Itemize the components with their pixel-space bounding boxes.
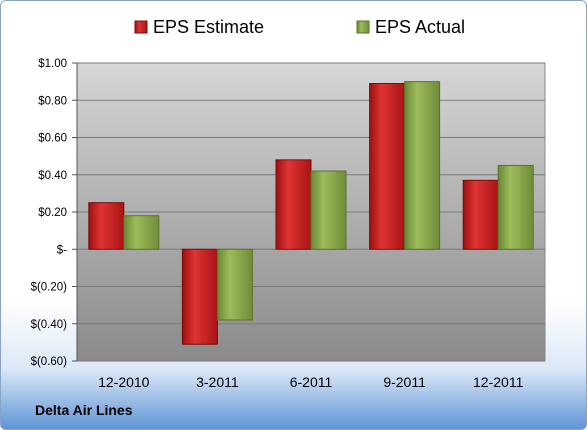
y-tick-label: $0.40 (38, 170, 67, 182)
x-category-label: 6-2011 (290, 374, 333, 390)
y-tick-label: $(0.60) (31, 356, 68, 368)
y-tick-label: $0.20 (38, 207, 67, 219)
y-tick-label: $1.00 (38, 58, 67, 70)
y-tick-label: $(0.20) (31, 282, 68, 294)
legend-swatch-estimate (134, 20, 148, 34)
bar-actual-9-2011 (404, 81, 441, 250)
y-tick-label: $0.80 (38, 95, 67, 107)
bar-actual-12-2010 (123, 215, 160, 250)
x-category-label: 9-2011 (383, 374, 426, 390)
y-tick-label: $(0.40) (31, 319, 68, 331)
bar-estimate-3-2011 (181, 248, 218, 345)
x-category-label: 12-2011 (473, 374, 524, 390)
x-axis: 12-2010 3-2011 6-2011 9-2011 12-2011 (98, 374, 523, 390)
x-category-label: 3-2011 (196, 374, 239, 390)
bar-estimate-9-2011 (369, 82, 406, 250)
bar-actual-6-2011 (310, 170, 347, 250)
legend: EPS Estimate EPS Actual (134, 17, 465, 37)
bar-actual-12-2011 (497, 164, 534, 250)
bar-estimate-6-2011 (275, 159, 312, 250)
company-name: Delta Air Lines (35, 402, 133, 418)
y-axis: $1.00 $0.80 $0.60 $0.40 $0.20 $- $(0.20) $(0.40… (31, 58, 78, 368)
y-tick-label: $0.60 (38, 133, 67, 145)
bar-estimate-12-2010 (88, 202, 125, 250)
legend-label-estimate: EPS Estimate (153, 17, 264, 37)
bar-actual-3-2011 (216, 248, 253, 321)
legend-label-actual: EPS Actual (375, 17, 465, 37)
legend-swatch-actual (356, 20, 370, 34)
bar-estimate-12-2011 (462, 179, 499, 250)
y-tick-label: $- (57, 244, 67, 256)
x-category-label: 12-2010 (98, 374, 150, 390)
bars (88, 81, 534, 345)
